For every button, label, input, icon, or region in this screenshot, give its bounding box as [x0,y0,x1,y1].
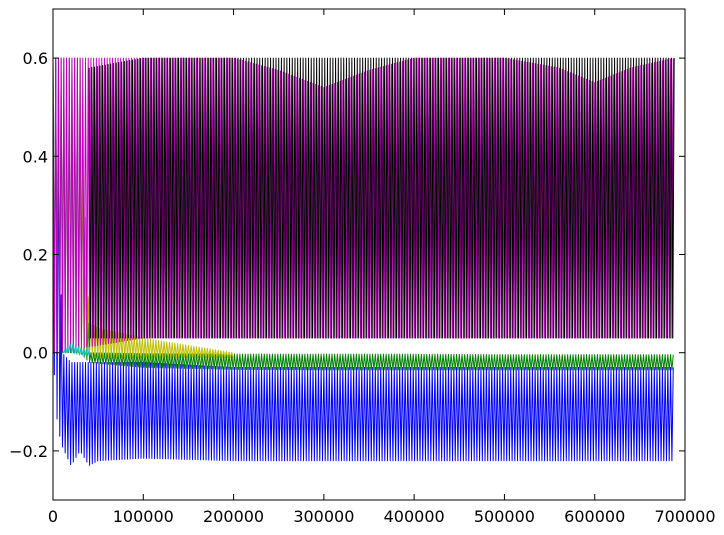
x-tick-label: 100000 [113,507,174,526]
series-layer [53,57,675,466]
series-line-2 [53,57,674,371]
x-tick-label: 500000 [474,507,535,526]
y-axis-ticks: −0.2 0.0 0.2 0.4 0.6 [9,49,685,461]
x-tick-label: 700000 [654,507,715,526]
series-line-6 [88,57,675,339]
series-line-3 [79,58,234,359]
x-axis-ticks: 0 100000 200000 300000 400000 500000 600000 700… [48,9,716,526]
y-tick-label: 0.0 [23,344,48,363]
x-tick-label: 200000 [203,507,264,526]
y-tick-label: −0.2 [9,442,48,461]
x-tick-label: 600000 [564,507,625,526]
series-line-5 [62,343,90,356]
y-tick-label: 0.4 [23,147,48,166]
x-tick-label: 400000 [384,507,445,526]
x-tick-label: 300000 [293,507,354,526]
x-tick-label: 0 [48,507,58,526]
series-line-1 [53,58,674,466]
y-tick-label: 0.2 [23,246,48,265]
y-tick-label: 0.6 [23,49,48,68]
